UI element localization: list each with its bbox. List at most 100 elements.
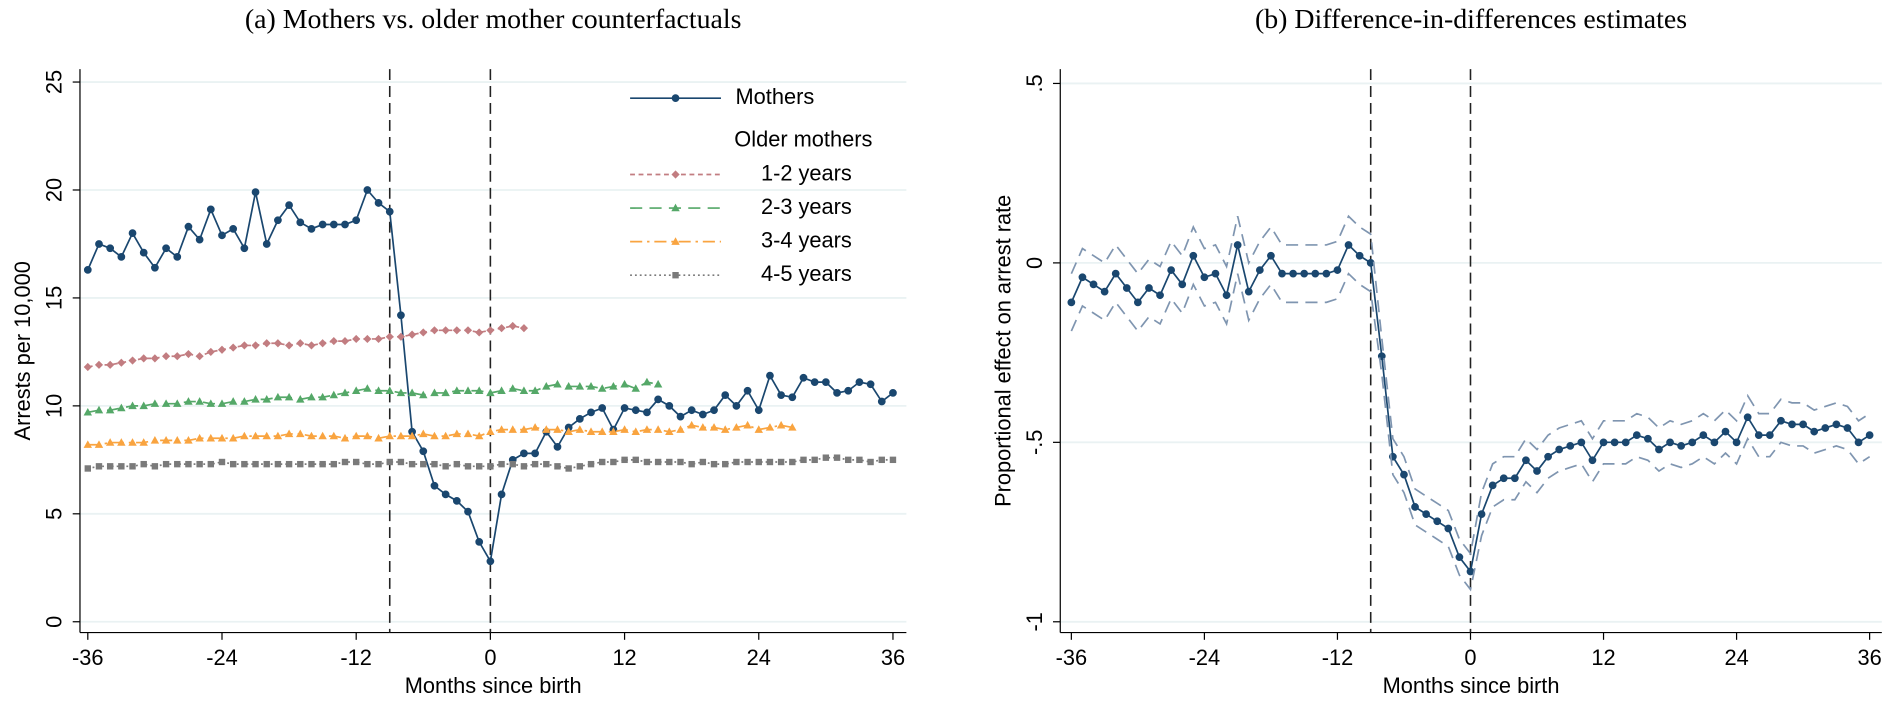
point (139, 354, 148, 363)
point (800, 456, 807, 464)
point (297, 460, 304, 468)
chart-title: (b) Difference-in-differences estimates (1255, 4, 1687, 35)
point (642, 377, 652, 386)
x-tick-label: 24 (747, 645, 771, 670)
point (1533, 467, 1541, 475)
point (643, 458, 651, 466)
y-tick-label: -1 (1022, 612, 1047, 631)
point (374, 386, 383, 394)
x-tick-label: 12 (612, 645, 636, 670)
point (671, 94, 680, 103)
point (274, 216, 282, 225)
point (1743, 413, 1752, 422)
point (351, 386, 361, 394)
point (217, 433, 227, 442)
point (229, 224, 238, 233)
point (105, 405, 115, 414)
point (374, 433, 383, 442)
legend-label: 1-2 years (761, 160, 852, 185)
point (195, 235, 204, 244)
point (386, 458, 393, 466)
point (699, 458, 707, 466)
point (789, 458, 796, 466)
point (285, 201, 293, 209)
point (631, 427, 640, 435)
point (442, 463, 449, 470)
point (486, 388, 495, 397)
series-line (1070, 272, 1871, 592)
point (597, 384, 607, 392)
point (206, 205, 215, 214)
x-tick-label: -24 (1189, 645, 1221, 670)
point (743, 386, 752, 395)
point (531, 460, 539, 468)
point (698, 410, 707, 419)
point (486, 557, 495, 566)
point (94, 405, 104, 414)
point (94, 360, 104, 369)
point (609, 382, 618, 390)
point (609, 427, 618, 435)
y-tick-label: 20 (42, 178, 67, 202)
point (396, 332, 405, 341)
point (240, 244, 249, 253)
point (855, 378, 864, 386)
point (128, 356, 137, 365)
point (340, 388, 350, 397)
point (408, 330, 417, 339)
y-axis-title: Arrests per 10,000 (10, 261, 35, 440)
point (262, 339, 271, 348)
point (1200, 273, 1209, 282)
point (329, 431, 339, 440)
point (83, 440, 93, 448)
point (452, 326, 461, 335)
point (1167, 266, 1176, 274)
point (307, 341, 316, 350)
point (419, 390, 428, 399)
point (788, 423, 797, 431)
point (195, 433, 204, 442)
point (497, 386, 506, 394)
point (206, 347, 215, 356)
series-line (87, 325, 525, 368)
point (385, 431, 394, 440)
point (822, 454, 830, 461)
point (217, 399, 227, 407)
point (519, 425, 529, 433)
point (1444, 524, 1453, 533)
point (1544, 452, 1552, 461)
point (509, 460, 516, 468)
point (318, 220, 327, 229)
point (665, 401, 674, 410)
x-tick-label: -12 (340, 645, 372, 670)
point (543, 460, 550, 468)
point (95, 463, 103, 470)
point (296, 395, 305, 403)
point (161, 399, 171, 407)
point (229, 460, 237, 468)
point (620, 425, 629, 433)
point (1322, 269, 1331, 278)
point (498, 460, 505, 468)
point (733, 458, 740, 466)
point (419, 429, 428, 438)
x-axis-title: Months since birth (405, 673, 582, 698)
point (698, 423, 708, 431)
point (475, 328, 484, 337)
point (1100, 287, 1109, 296)
point (799, 373, 808, 382)
point (856, 456, 863, 464)
point (241, 460, 248, 468)
point (140, 460, 147, 468)
point (1843, 424, 1852, 432)
point (1732, 438, 1741, 447)
point (1688, 438, 1697, 447)
point (564, 427, 573, 435)
x-axis-title: Months since birth (1383, 673, 1560, 698)
point (329, 390, 339, 399)
point (889, 389, 897, 397)
point (150, 436, 160, 444)
point (1156, 291, 1164, 300)
point (732, 401, 741, 410)
point (296, 339, 305, 348)
